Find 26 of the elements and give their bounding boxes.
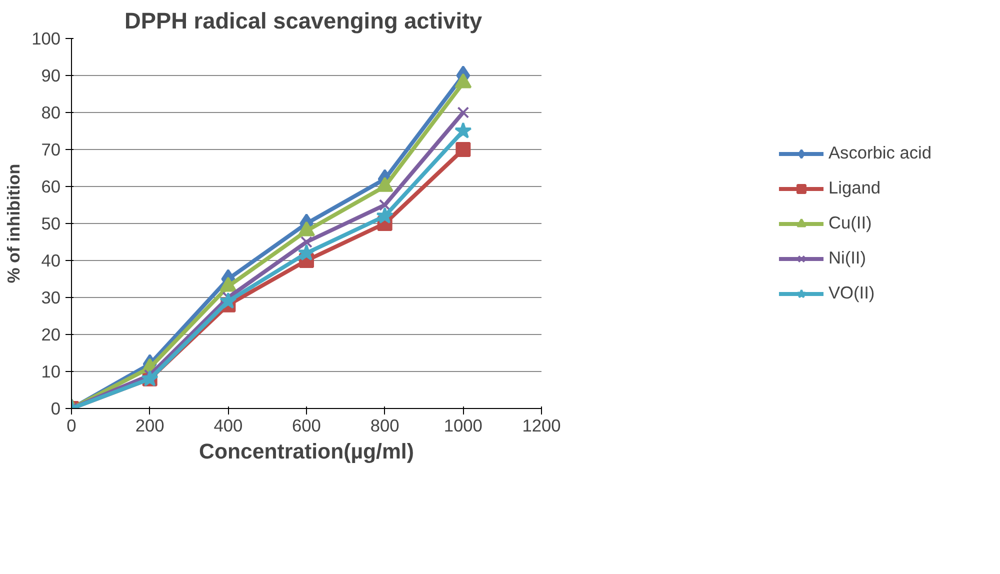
y-tick-label: 90 [41, 66, 61, 86]
x-tick-label: 1000 [444, 416, 482, 436]
x-tick-label: 0 [66, 416, 76, 436]
x-tick-label: 600 [292, 416, 321, 436]
y-tick-label: 50 [41, 214, 61, 234]
chart-title: DPPH radical scavenging activity [124, 8, 483, 34]
x-tick-label: 800 [370, 416, 400, 436]
y-axis-title: % of inhibition [4, 164, 24, 284]
y-tick-label: 70 [41, 140, 61, 160]
y-tick-label: 80 [41, 102, 61, 122]
x-tick-label: 400 [214, 416, 243, 436]
y-tick-label: 30 [41, 288, 61, 308]
legend-label: Cu(II) [828, 212, 872, 234]
y-tick-label: 60 [41, 176, 61, 196]
x-tick-label: 200 [135, 416, 164, 436]
y-tick-label: 40 [41, 250, 61, 270]
y-tick-label: 100 [32, 28, 61, 48]
legend-label: Ascorbic acid [828, 142, 932, 164]
legend-label: Ni(II) [828, 248, 866, 268]
y-tick-label: 10 [41, 362, 61, 382]
y-tick-label: 0 [50, 398, 61, 418]
legend-label: VO(II) [828, 282, 875, 304]
legend-label: Ligand [828, 178, 881, 198]
x-axis-title: Concentration(µg/ml) [199, 440, 414, 464]
y-tick-label: 20 [41, 324, 61, 344]
x-tick-label: 1200 [522, 416, 561, 436]
